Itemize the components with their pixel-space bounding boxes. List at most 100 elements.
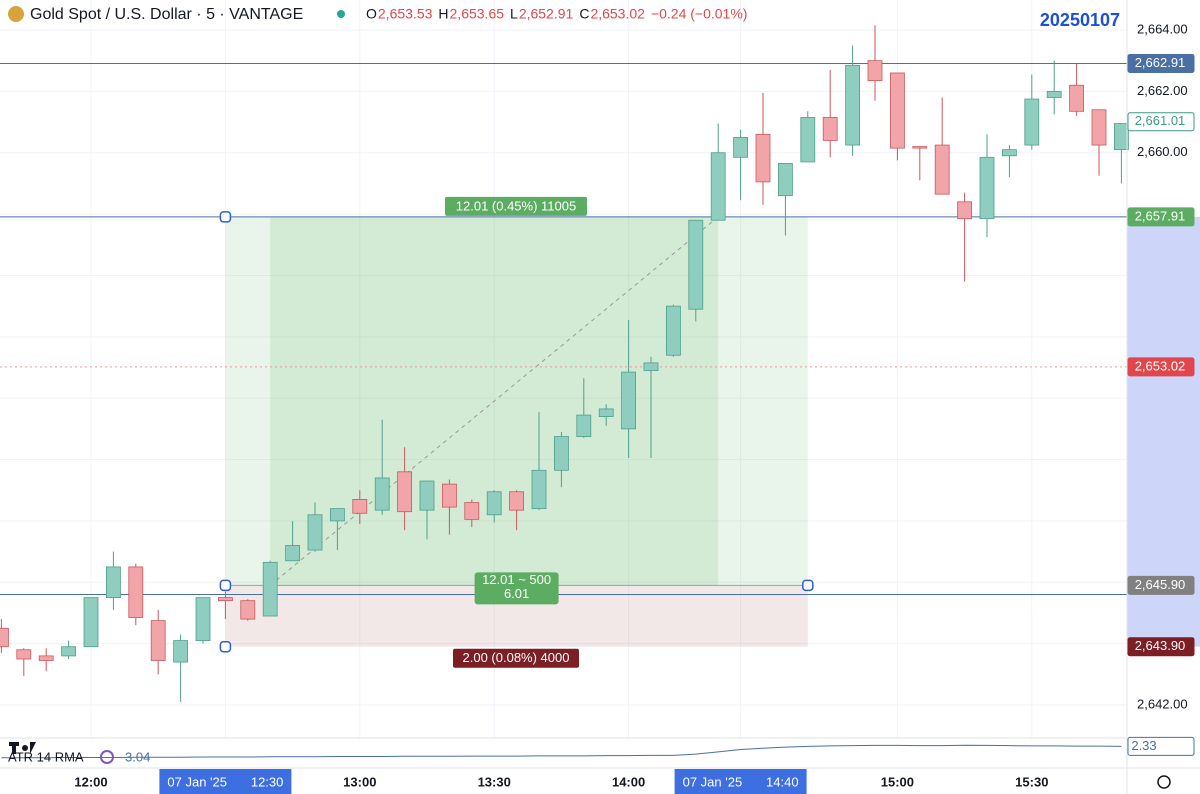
- handle: [219, 211, 232, 223]
- candle-body: [128, 566, 144, 618]
- ohlc-key: L: [510, 6, 518, 22]
- price-tag-label: 2,653.02: [1135, 358, 1186, 373]
- candle-body: [240, 600, 256, 620]
- ohlc-value: 2,653.02: [590, 6, 645, 22]
- price-tag-label: 2,657.91: [1135, 208, 1186, 223]
- price-tag: [1127, 575, 1195, 595]
- candle-body: [531, 469, 547, 510]
- x-tick-label: 15:00: [881, 774, 914, 789]
- stop-label: 2.00 (0.08%) 4000: [463, 650, 570, 665]
- chart-title: 20250107: [1040, 10, 1120, 30]
- candle-body: [61, 646, 76, 657]
- y-tick-label: 2,664.00: [1137, 21, 1188, 36]
- candle-body: [16, 649, 32, 660]
- candle-body: [666, 305, 681, 356]
- atr-tag-label: 2.33: [1131, 738, 1156, 753]
- y-tick-label: 2,660.00: [1137, 144, 1188, 159]
- candle-body: [307, 514, 323, 551]
- candle-body: [464, 502, 480, 520]
- symbol-icon: [8, 6, 24, 22]
- candle-body: [979, 156, 995, 220]
- price-tag: [1127, 207, 1195, 227]
- candle-body: [150, 620, 166, 661]
- candle-body: [778, 163, 793, 197]
- ohlc-change: −0.24 (−0.01%): [651, 6, 748, 22]
- price-tag-label: 2,661.01: [1135, 113, 1186, 128]
- candle-body: [217, 597, 233, 602]
- candle-body: [957, 201, 972, 220]
- path-line: [269, 216, 719, 586]
- ohlc-value: 2,653.53: [378, 6, 433, 22]
- ohlc-key: H: [438, 6, 448, 22]
- price-tag: [1127, 53, 1195, 73]
- candle-body: [173, 640, 189, 663]
- candle-body: [822, 117, 838, 141]
- atr-line: [1, 744, 1122, 759]
- crosshair-date: 07 Jan '25: [683, 774, 743, 789]
- candle-body: [329, 508, 345, 522]
- candle-body: [845, 64, 860, 146]
- candle-body: [688, 219, 704, 310]
- x-tick-label: 15:30: [1015, 774, 1048, 789]
- candle-body: [643, 362, 659, 371]
- handle: [219, 579, 232, 592]
- candle-body: [576, 414, 592, 437]
- crosshair-time-tag: [159, 769, 292, 794]
- candle-body: [83, 597, 99, 648]
- candle-body: [352, 499, 368, 514]
- candle-body: [912, 146, 928, 149]
- target-label-bg: [445, 196, 587, 216]
- x-tick-label: 13:30: [478, 774, 511, 789]
- ohlc-key: C: [579, 6, 589, 22]
- candle-body: [1114, 123, 1129, 151]
- axis-range: [1127, 216, 1200, 586]
- price-tag-label: 2,662.91: [1135, 55, 1186, 70]
- crosshair-date: 07 Jan '25: [167, 774, 227, 789]
- candle-body: [285, 545, 301, 562]
- crosshair-time-tag: [674, 769, 807, 794]
- center-label-bg: [474, 572, 559, 605]
- candle-body: [397, 471, 413, 513]
- candle-body: [509, 491, 525, 511]
- candle-body: [554, 436, 569, 471]
- x-tick-label: 14:00: [612, 774, 645, 789]
- atr-reading: 3.04: [125, 749, 150, 764]
- axis-range-loss: [1127, 585, 1200, 647]
- price-tag: [1127, 357, 1195, 377]
- y-tick-label: 2,642.00: [1137, 696, 1188, 711]
- center-label: 12.01 ~ 500: [482, 572, 551, 587]
- candle-body: [890, 72, 905, 149]
- handle: [219, 640, 232, 653]
- candle-body: [733, 136, 748, 158]
- candle-body: [755, 133, 771, 183]
- candle-body: [374, 477, 390, 511]
- price-tag-label: 2,643.90: [1135, 638, 1186, 653]
- candle-body: [486, 491, 502, 516]
- price-tag-label: 2,645.90: [1135, 577, 1186, 592]
- candle-body: [1024, 98, 1040, 146]
- candle-body: [38, 655, 54, 661]
- price-tag: [1127, 112, 1195, 132]
- candle-body: [710, 152, 726, 221]
- candle-body: [419, 480, 435, 511]
- candle-body: [867, 60, 883, 82]
- atr-icon: [100, 750, 114, 764]
- candle-body: [1069, 84, 1084, 112]
- candle-body: [621, 371, 636, 430]
- x-tick-label: 13:00: [343, 774, 376, 789]
- candle-body: [800, 117, 816, 163]
- atr-tag: [1127, 736, 1195, 756]
- candle-body: [106, 566, 121, 599]
- target-label: 12.01 (0.45%) 11005: [456, 198, 576, 213]
- handle: [802, 579, 814, 592]
- settings-icon[interactable]: [1157, 775, 1171, 789]
- price-tag: [1127, 637, 1195, 657]
- symbol: Gold Spot / U.S. Dollar · 5 · VANTAGE: [30, 6, 303, 23]
- crosshair-time: 12:30: [251, 774, 284, 789]
- candle-body: [1002, 149, 1017, 157]
- candle-body: [1046, 90, 1062, 98]
- crosshair-time: 14:40: [766, 774, 799, 789]
